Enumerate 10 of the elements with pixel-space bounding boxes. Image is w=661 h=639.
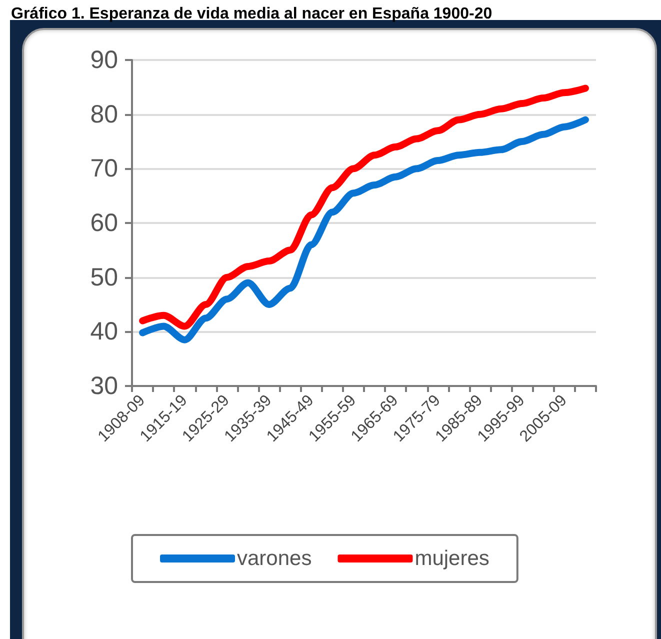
y-tick-label: 90 xyxy=(90,46,118,74)
legend-label: mujeres xyxy=(414,547,490,570)
y-tick-label: 60 xyxy=(90,209,118,237)
y-tick-label: 70 xyxy=(90,154,118,183)
y-tick-label: 30 xyxy=(90,372,118,400)
y-tick-label: 50 xyxy=(90,263,118,292)
legend-label: varones xyxy=(237,547,312,570)
y-tick-label: 40 xyxy=(90,318,118,346)
y-tick-label: 80 xyxy=(90,100,118,128)
chart-title: Gráfico 1. Esperanza de vida media al nacer en España 1900-20 xyxy=(11,6,492,22)
